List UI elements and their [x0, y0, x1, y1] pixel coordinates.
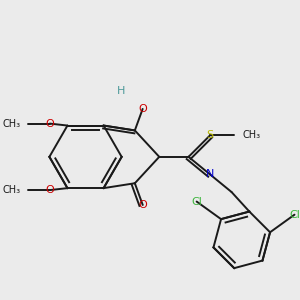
Text: S: S: [206, 130, 214, 140]
Text: CH₃: CH₃: [2, 118, 21, 129]
Text: H: H: [117, 86, 125, 96]
Text: Cl: Cl: [191, 196, 202, 206]
Text: O: O: [46, 118, 54, 129]
Text: O: O: [138, 104, 147, 114]
Text: O: O: [138, 200, 147, 210]
Text: CH₃: CH₃: [2, 185, 21, 195]
Text: Cl: Cl: [289, 210, 300, 220]
Text: O: O: [46, 185, 54, 195]
Text: CH₃: CH₃: [242, 130, 260, 140]
Text: N: N: [206, 169, 214, 179]
